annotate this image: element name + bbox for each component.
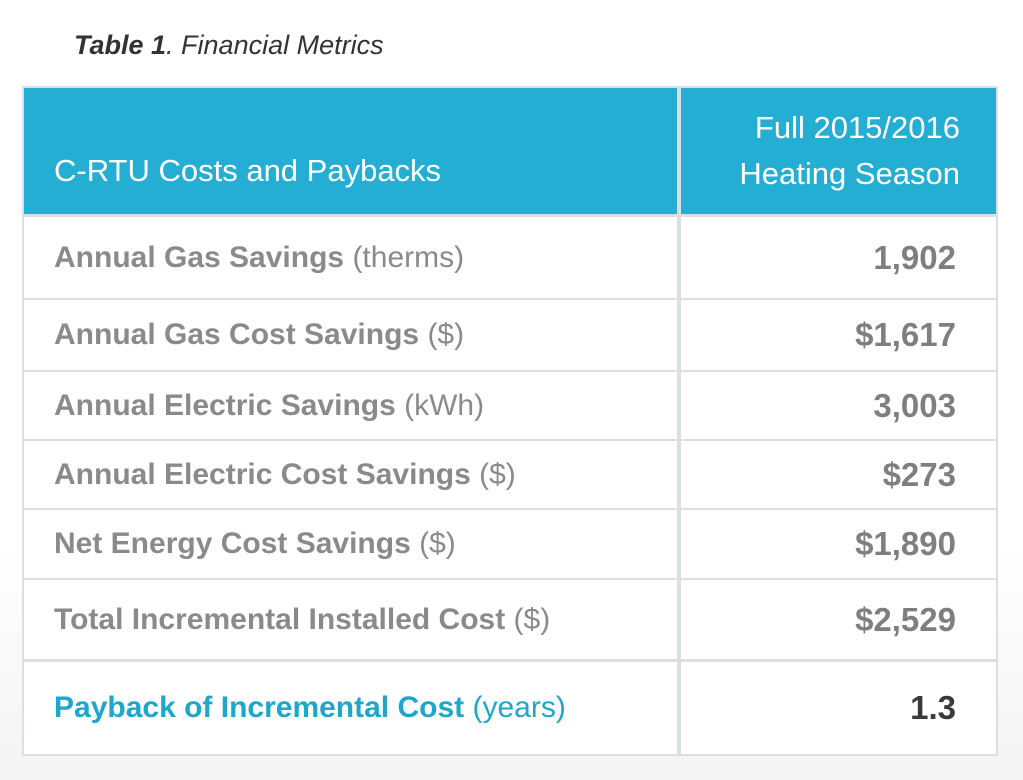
payback-row-label: Payback of Incremental Cost (years) [24, 662, 677, 754]
payback-row-value: 1.3 [681, 662, 996, 754]
table-row-label: Annual Gas Cost Savings ($) [24, 300, 677, 370]
header-label-costs: C-RTU Costs and Paybacks [54, 153, 442, 188]
table-row-value: $273 [681, 441, 996, 508]
table-row-value: 3,003 [681, 372, 996, 439]
table-row-label: Total Incremental Installed Cost ($) [24, 580, 677, 659]
table-row-label: Net Energy Cost Savings ($) [24, 510, 677, 578]
header-cell-season: Full 2015/2016 Heating Season [681, 88, 996, 214]
table-row-label: Annual Electric Cost Savings ($) [24, 441, 677, 508]
table-caption: Table 1. Financial Metrics [74, 30, 384, 61]
financial-metrics-table: C-RTU Costs and Paybacks Full 2015/2016 … [22, 86, 998, 756]
caption-number: Table 1 [74, 30, 167, 60]
table-row-label: Annual Electric Savings (kWh) [24, 372, 677, 439]
table-row-value: $2,529 [681, 580, 996, 659]
header-season-line1: Full 2015/2016 [754, 110, 960, 145]
caption-title: . Financial Metrics [166, 30, 384, 60]
table-row-value: $1,890 [681, 510, 996, 578]
table-row-value: 1,902 [681, 217, 996, 298]
table-row-value: $1,617 [681, 300, 996, 370]
header-cell-costs: C-RTU Costs and Paybacks [24, 88, 677, 214]
header-season-line2: Heating Season [739, 156, 960, 191]
table-row-label: Annual Gas Savings (therms) [24, 217, 677, 298]
